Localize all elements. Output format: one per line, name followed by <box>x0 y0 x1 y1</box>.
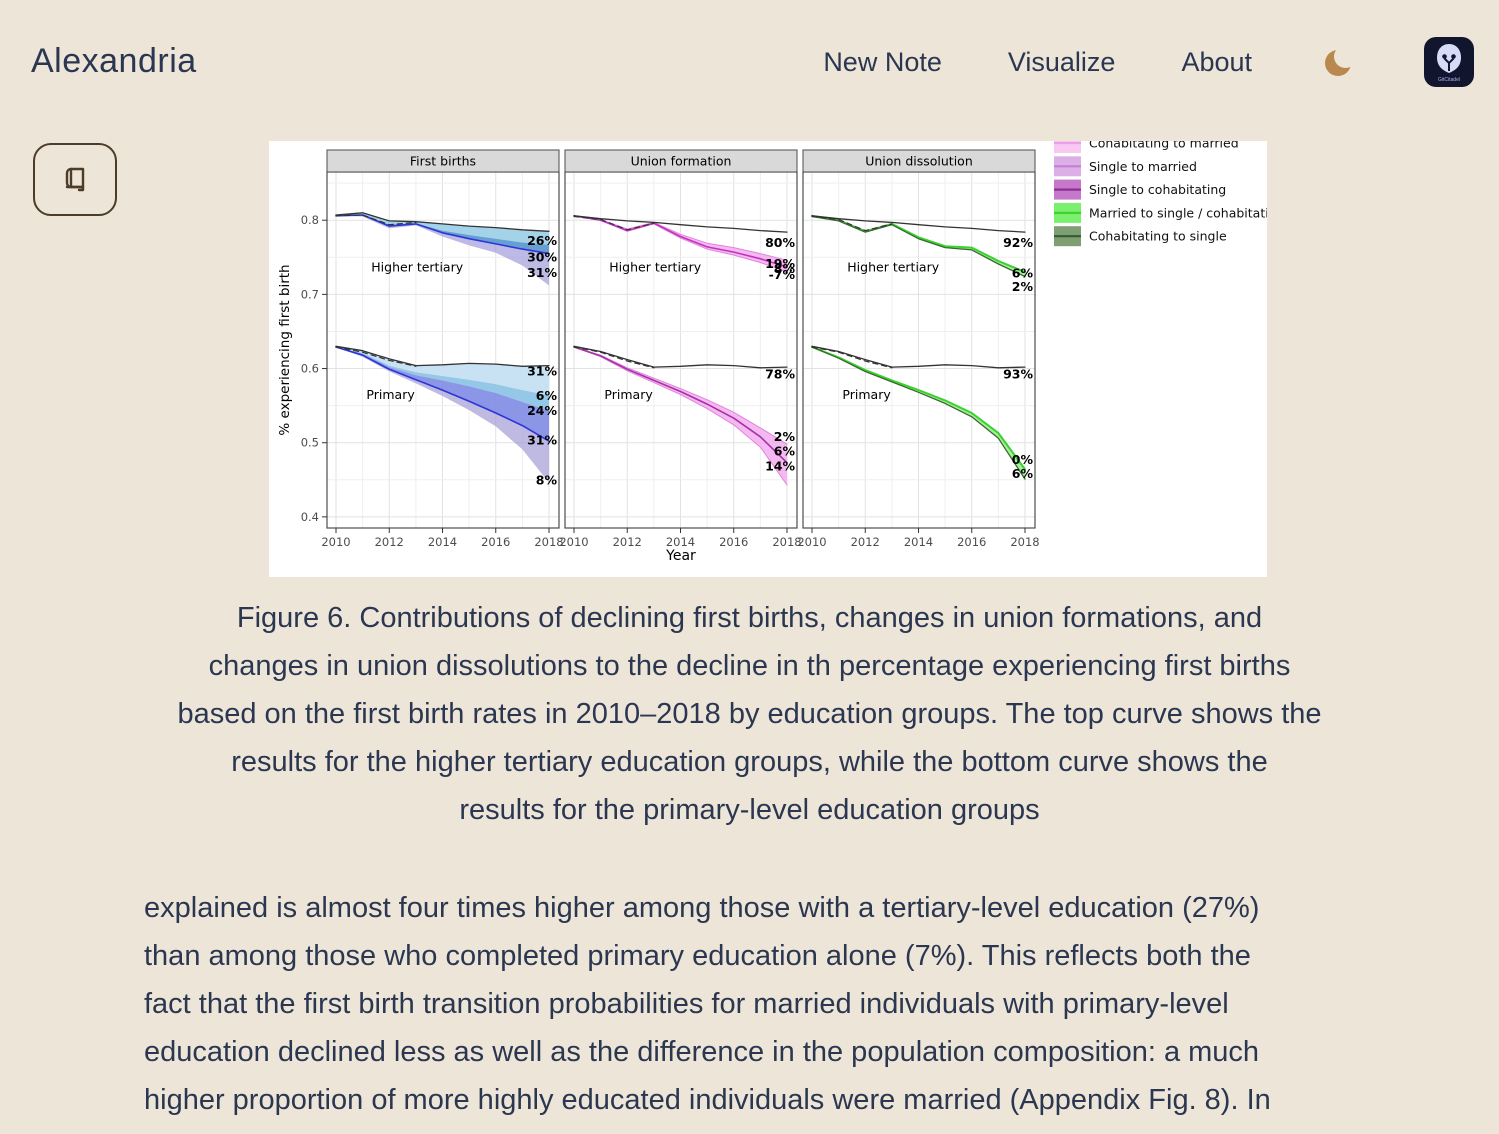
article-line: education declined less as well as the d… <box>144 1036 1260 1068</box>
svg-text:6%: 6% <box>536 388 558 403</box>
svg-text:Primary: Primary <box>842 387 891 402</box>
main-nav: New Note Visualize About GitCitadel <box>823 34 1474 90</box>
svg-text:2014: 2014 <box>428 535 457 549</box>
svg-text:78%: 78% <box>765 366 795 381</box>
svg-text:2010: 2010 <box>797 535 826 549</box>
svg-text:14%: 14% <box>765 458 795 473</box>
svg-text:0.7: 0.7 <box>301 287 319 301</box>
svg-text:-7%: -7% <box>769 267 796 282</box>
caption-line: results for the primary-level education … <box>459 794 1040 826</box>
svg-text:Single to married: Single to married <box>1089 159 1197 174</box>
dark-mode-toggle[interactable] <box>1324 47 1354 77</box>
svg-text:19%: 19% <box>765 256 795 271</box>
svg-text:24%: 24% <box>527 403 557 418</box>
svg-text:Higher tertiary: Higher tertiary <box>609 260 701 275</box>
svg-text:31%: 31% <box>527 432 557 447</box>
caption-line: results for the higher tertiary educatio… <box>231 746 1268 778</box>
svg-text:2012: 2012 <box>851 535 880 549</box>
svg-text:Cohabitating to single: Cohabitating to single <box>1089 229 1227 244</box>
svg-text:8%: 8% <box>536 473 558 488</box>
gitcitadel-logo[interactable]: GitCitadel <box>1424 37 1474 87</box>
svg-text:2014: 2014 <box>904 535 933 549</box>
caption-line: based on the first birth rates in 2010–2… <box>177 698 1322 730</box>
svg-text:0%: 0% <box>1012 452 1034 467</box>
reader-book-button[interactable] <box>33 143 117 216</box>
figure-chart: 26%30%31%Higher tertiary31%6%24%31%8%Pri… <box>277 141 1267 564</box>
svg-text:2012: 2012 <box>613 535 642 549</box>
brand-title[interactable]: Alexandria <box>31 42 197 80</box>
svg-text:2018: 2018 <box>772 535 801 549</box>
svg-text:2016: 2016 <box>719 535 748 549</box>
svg-text:2012: 2012 <box>375 535 404 549</box>
article-line: higher proportion of more highly educate… <box>144 1084 1271 1116</box>
svg-text:% experiencing first birth: % experiencing first birth <box>277 264 293 435</box>
figure-panel: 26% 30% 31% Higher tertiary 31% 6% 24% 31% 8% Pri… <box>269 141 1267 577</box>
svg-text:8%: 8% <box>774 261 796 276</box>
article-line: fact that the first birth transition pro… <box>144 988 1229 1020</box>
svg-text:0.4: 0.4 <box>301 510 319 524</box>
svg-text:Single to cohabitating: Single to cohabitating <box>1089 182 1226 197</box>
svg-text:2016: 2016 <box>957 535 986 549</box>
svg-text:2010: 2010 <box>321 535 350 549</box>
article-line-partial: particular, the declines in union format… <box>144 1124 1406 1134</box>
svg-text:2010: 2010 <box>559 535 588 549</box>
svg-text:92%: 92% <box>1003 235 1033 250</box>
svg-text:2%: 2% <box>1012 279 1034 294</box>
svg-text:2014: 2014 <box>666 535 695 549</box>
svg-text:2%: 2% <box>774 429 796 444</box>
shield-icon <box>1437 44 1461 73</box>
svg-text:2018: 2018 <box>1010 535 1039 549</box>
svg-text:2018: 2018 <box>534 535 563 549</box>
svg-text:93%: 93% <box>1003 366 1033 381</box>
svg-text:Year: Year <box>665 548 696 564</box>
svg-text:First births: First births <box>410 154 476 169</box>
logo-label: GitCitadel <box>1438 77 1460 83</box>
svg-text:6%: 6% <box>1012 266 1034 281</box>
svg-text:0.5: 0.5 <box>301 436 319 450</box>
svg-text:Union dissolution: Union dissolution <box>865 154 973 169</box>
svg-text:Higher tertiary: Higher tertiary <box>371 260 463 275</box>
svg-text:31%: 31% <box>527 364 557 379</box>
svg-text:Primary: Primary <box>366 387 415 402</box>
svg-text:Primary: Primary <box>604 387 653 402</box>
book-icon <box>65 167 85 191</box>
svg-text:0.6: 0.6 <box>301 362 319 376</box>
svg-text:Higher tertiary: Higher tertiary <box>847 260 939 275</box>
nav-visualize[interactable]: Visualize <box>1007 46 1116 77</box>
figure-caption: Figure 6. Contributions of declining fir… <box>70 594 1429 834</box>
nav-about[interactable]: About <box>1181 46 1252 77</box>
article-paragraph: explained is almost four times higher am… <box>144 884 1406 1134</box>
svg-text:Cohabitating to married: Cohabitating to married <box>1089 141 1239 151</box>
svg-text:Union formation: Union formation <box>631 154 732 169</box>
svg-text:2016: 2016 <box>481 535 510 549</box>
svg-text:30%: 30% <box>527 249 557 264</box>
svg-text:6%: 6% <box>1012 466 1034 481</box>
caption-line: changes in union dissolutions to the dec… <box>208 650 1291 682</box>
svg-text:26%: 26% <box>527 233 557 248</box>
svg-text:31%: 31% <box>527 265 557 280</box>
nav-new-note[interactable]: New Note <box>823 46 942 77</box>
caption-line: Figure 6. Contributions of declining fir… <box>236 602 1263 634</box>
svg-text:80%: 80% <box>765 235 795 250</box>
article-line: than among those who completed primary e… <box>144 940 1251 972</box>
svg-text:6%: 6% <box>774 444 796 459</box>
svg-text:0.8: 0.8 <box>301 213 319 227</box>
svg-text:Married to single / cohabitati: Married to single / cohabitating <box>1089 205 1267 220</box>
article-line: explained is almost four times higher am… <box>144 892 1260 924</box>
